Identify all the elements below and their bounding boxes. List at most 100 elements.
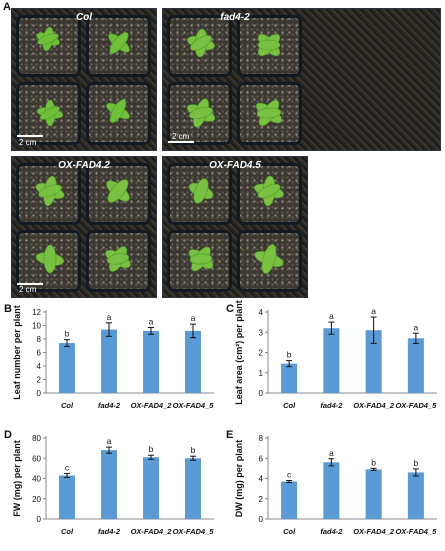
pot — [86, 230, 151, 292]
y-tick-label: 40 — [32, 475, 41, 484]
x-category-label: OX-FAD4_2 — [353, 527, 395, 536]
scale-bar — [17, 135, 43, 137]
pot — [237, 15, 302, 77]
y-axis-label: Leaf number per plant — [12, 305, 22, 400]
y-tick-label: 20 — [32, 495, 41, 504]
bar — [143, 330, 159, 393]
significance-letter: c — [65, 462, 70, 472]
pot — [86, 82, 151, 145]
x-category-label: fad4-2 — [320, 401, 343, 410]
y-tick-label: 6 — [37, 349, 42, 358]
plant-rosettes — [188, 175, 284, 274]
y-tick-label: 80 — [32, 434, 41, 443]
pot — [16, 230, 81, 292]
y-axis-label: DW (mg) per plant — [234, 440, 244, 518]
significance-letter: c — [287, 470, 292, 480]
chart-svg: EDW (mg) per plant 0 2 4 6 8 c Col a fad4-2 b OX-FA… — [226, 429, 437, 536]
plant-rosettes — [35, 175, 131, 274]
panel-label: D — [4, 429, 12, 441]
plant-rosettes — [186, 28, 283, 128]
y-tick-label: 2 — [259, 349, 264, 358]
significance-letter: b — [287, 350, 292, 360]
x-category-label: OX-FAD4_5 — [173, 401, 215, 410]
y-tick-label: 0 — [259, 515, 264, 524]
x-category-label: OX-FAD4_2 — [353, 401, 395, 410]
y-tick-label: 0 — [259, 389, 264, 398]
x-category-label: Col — [61, 527, 74, 536]
significance-letter: a — [107, 436, 112, 446]
y-tick-label: 4 — [259, 475, 264, 484]
bar — [365, 469, 382, 519]
panel-a-label: A — [3, 1, 11, 13]
y-tick-label: 0 — [37, 389, 42, 398]
photo-title: OX-FAD4.5 — [209, 160, 261, 171]
bar — [101, 329, 117, 393]
photo-col: Col 2 cm — [11, 8, 157, 151]
significance-letter: a — [414, 322, 419, 332]
significance-letter: b — [414, 458, 419, 468]
x-category-label: OX-FAD4_5 — [395, 401, 437, 410]
scale-bar-label: 2 cm — [19, 285, 37, 294]
y-tick-label: 8 — [259, 434, 264, 443]
y-tick-label: 6 — [259, 454, 264, 463]
significance-letter: a — [329, 311, 334, 321]
chart-b: B Leaf number per plant 0 2 4 6 8 10 12 b Col a fad4… — [0, 302, 222, 420]
y-tick-label: 10 — [32, 322, 41, 331]
photo-ox-fad4-5: OX-FAD4.5 — [162, 156, 308, 298]
significance-letter: a — [107, 312, 112, 322]
y-axis-label: Leaf area (cm²) per plant — [234, 300, 244, 405]
bar — [185, 330, 201, 393]
photo-title: Col — [75, 12, 93, 23]
bar — [143, 457, 159, 519]
x-category-label: Col — [283, 401, 296, 410]
bar — [281, 363, 298, 393]
photo-title: fad4-2 — [220, 12, 250, 23]
significance-letter: b — [191, 445, 196, 455]
chart-e: E DW (mg) per plant 0 2 4 6 8 c Col a fad4-2 b OX-FA… — [222, 428, 445, 546]
significance-letter: b — [371, 457, 376, 467]
photo-ox-fad4-2: OX-FAD4.2 2 cm — [11, 156, 157, 298]
x-category-label: fad4-2 — [98, 527, 121, 536]
significance-letter: a — [149, 317, 154, 327]
bar — [185, 458, 201, 519]
y-tick-label: 2 — [37, 376, 42, 385]
significance-letter: a — [329, 448, 334, 458]
significance-letter: b — [149, 444, 154, 454]
x-category-label: fad4-2 — [320, 527, 343, 536]
y-tick-label: 3 — [259, 328, 264, 337]
panel-label: C — [226, 303, 234, 315]
y-tick-label: 2 — [259, 495, 264, 504]
significance-letter: a — [191, 313, 196, 323]
significance-letter: a — [371, 306, 376, 316]
chart-d: D FW (mg) per plant 0 20 40 60 80 c Col a fad4-2 b O… — [0, 428, 222, 546]
significance-letter: b — [65, 329, 70, 339]
bar — [323, 462, 340, 519]
chart-c: C Leaf area (cm²) per plant 0 1 2 3 4 b Col a fad4… — [222, 300, 445, 420]
photo-title: OX-FAD4.2 — [58, 160, 110, 171]
x-category-label: OX-FAD4_5 — [173, 527, 215, 536]
panel-label: B — [4, 303, 12, 315]
y-axis-label: FW (mg) per plant — [12, 440, 22, 517]
y-tick-label: 4 — [259, 308, 264, 317]
bar — [59, 475, 75, 519]
y-tick-label: 12 — [32, 308, 41, 317]
x-category-label: Col — [61, 401, 74, 410]
x-category-label: OX-FAD4_2 — [131, 527, 173, 536]
chart-svg: B Leaf number per plant 0 2 4 6 8 10 12 b Col a fad4… — [4, 303, 215, 410]
bar — [101, 450, 117, 519]
bar — [323, 328, 340, 393]
y-tick-label: 4 — [37, 362, 42, 371]
bar — [281, 481, 298, 519]
y-tick-label: 0 — [37, 515, 42, 524]
scale-bar-label: 2 cm — [19, 138, 37, 147]
scale-bar-label: 2 cm — [172, 132, 190, 141]
photo-fad4-2: fad4-2 2 cm — [162, 8, 441, 151]
bar — [407, 472, 424, 519]
bar — [59, 343, 75, 393]
x-category-label: fad4-2 — [98, 401, 121, 410]
panel-label: E — [226, 429, 233, 441]
scale-bar — [17, 283, 43, 285]
y-tick-label: 60 — [32, 454, 41, 463]
bar — [365, 330, 382, 393]
y-tick-label: 1 — [259, 369, 264, 378]
